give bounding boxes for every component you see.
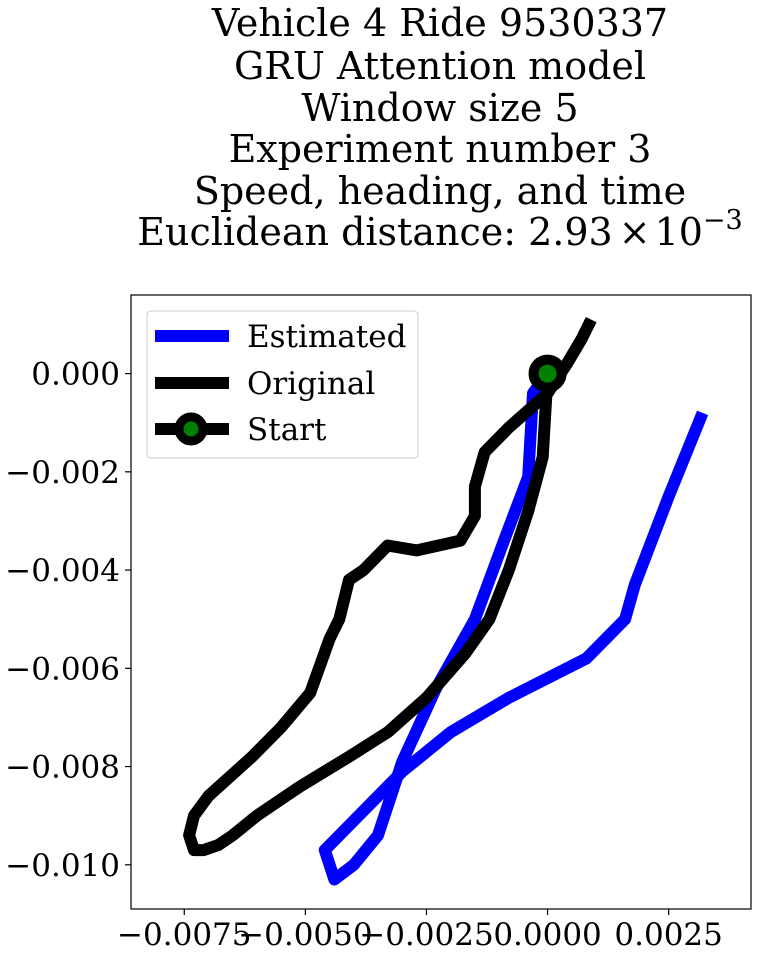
title-line-2: GRU Attention model — [234, 44, 646, 88]
x-tick-label: 0.0025 — [614, 917, 722, 953]
legend: Estimated Original Start — [146, 310, 419, 459]
y-tick-label: −0.006 — [5, 651, 120, 687]
start-marker — [528, 354, 567, 393]
x-tick-label: −0.0050 — [238, 917, 372, 953]
title-metric-times: × — [619, 210, 651, 254]
y-tick-label: −0.004 — [5, 553, 120, 589]
legend-label-estimated: Estimated — [247, 319, 406, 355]
x-tick-label: −0.0025 — [359, 917, 493, 953]
x-tick-label: 0.0000 — [493, 917, 601, 953]
axes-frame — [130, 294, 752, 910]
title-metric-prefix: Euclidean distance: 2.93 — [137, 210, 612, 254]
y-tick-label: 0.000 — [31, 357, 120, 393]
title-line-3: Window size 5 — [301, 86, 578, 130]
title-line-5: Speed, heading, and time — [194, 169, 686, 213]
legend-box — [146, 310, 419, 459]
plot-area — [183, 316, 709, 886]
title-line-4: Experiment number 3 — [229, 127, 652, 171]
y-tick-label: −0.010 — [5, 848, 120, 884]
axes: −0.0075−0.0050−0.0025 0.0000 0.0025 0.000 −0… — [5, 294, 752, 953]
series-line-estimated — [318, 370, 709, 886]
title-line-1: Vehicle 4 Ride 9530337 — [211, 1, 668, 45]
y-tick-label: −0.008 — [5, 750, 120, 786]
series-line-original — [183, 316, 597, 857]
legend-start-marker — [174, 412, 208, 446]
title-metric-base: 10 — [655, 210, 703, 254]
legend-label-start: Start — [247, 412, 327, 448]
title-metric: Euclidean distance: 2.93 × 10−3 — [137, 205, 742, 254]
y-tick-label: −0.002 — [5, 455, 120, 491]
x-tick-label: −0.0075 — [117, 917, 251, 953]
title-metric-exponent: −3 — [703, 205, 743, 236]
legend-label-original: Original — [247, 366, 375, 402]
